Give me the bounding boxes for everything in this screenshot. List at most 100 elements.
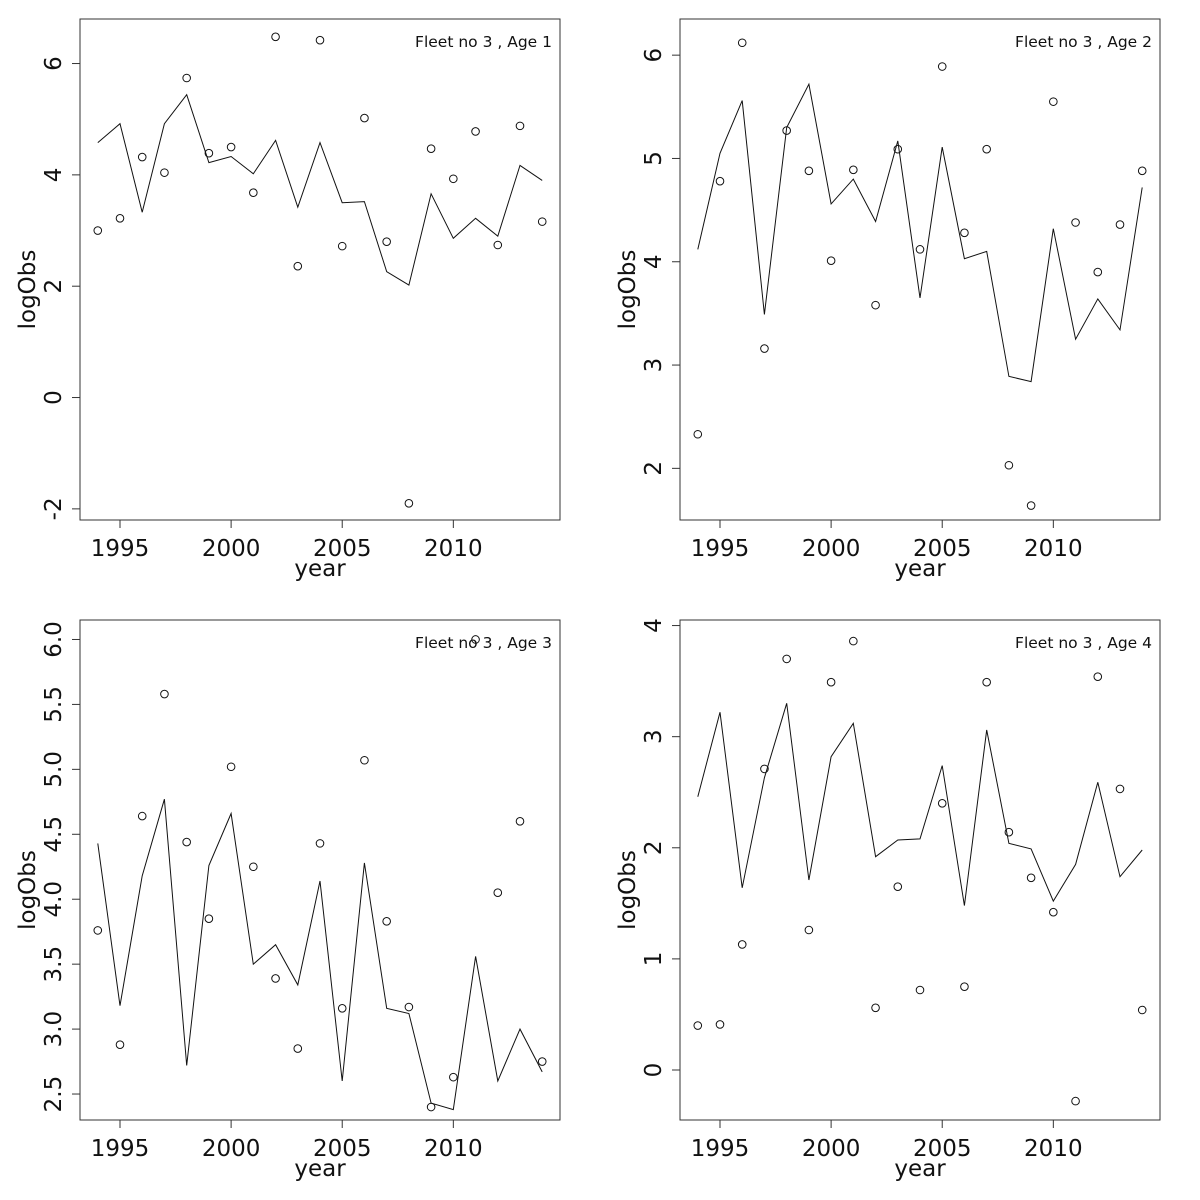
observed-point [115, 1040, 125, 1049]
observed-point [804, 166, 814, 176]
observed-point [271, 32, 280, 42]
observed-point [826, 677, 836, 687]
y-tick-label: 6 [41, 56, 67, 71]
observed-point [360, 755, 369, 765]
y-axis-label: logObs [615, 250, 641, 330]
observed-point [160, 689, 169, 699]
plot-frame [79, 18, 561, 521]
observed-point [204, 914, 214, 924]
observed-point [893, 144, 903, 154]
x-tick-label: 2005 [913, 1136, 972, 1162]
observed-points [93, 32, 547, 508]
observed-point [1137, 1005, 1147, 1015]
observed-points [693, 38, 1147, 510]
panel-1: 1995 2000 2005 2010 year -2 0 2 4 6 logObs Fleet no… [15, 18, 561, 582]
y-tick-label: 0 [41, 390, 67, 405]
y-axis-label: logObs [15, 250, 41, 330]
x-tick-label: 2005 [313, 1136, 372, 1162]
observed-point [849, 165, 858, 175]
observed-point [404, 499, 414, 508]
observed-point [737, 38, 747, 48]
observed-point [515, 816, 525, 826]
observed-point [426, 1102, 436, 1112]
y-tick-label: 3.5 [41, 946, 67, 983]
observed-point [382, 916, 391, 926]
observed-point [249, 188, 258, 197]
plot-frame [679, 18, 1161, 521]
x-tick-label: 1995 [91, 1136, 150, 1162]
observed-point [182, 837, 191, 847]
observed-point [404, 1002, 414, 1012]
panel-2: 1995 2000 2005 2010 year 2 3 4 5 6 logObs Fleet no … [615, 18, 1161, 582]
observed-point [960, 228, 969, 238]
panel-title: Fleet no 3 , Age 1 [415, 33, 552, 51]
observed-point [93, 926, 103, 935]
x-tick-label: 2010 [424, 1136, 483, 1162]
y-tick-label: -2 [41, 497, 67, 520]
y-tick-label: 2 [41, 279, 67, 294]
observed-point [1137, 166, 1147, 176]
observed-point [1049, 907, 1058, 917]
observed-point [537, 1057, 547, 1066]
x-axis: 1995 2000 2005 2010 year [691, 519, 1083, 582]
observed-point [493, 240, 503, 250]
x-axis-label: year [294, 556, 346, 582]
y-tick-label: 0 [641, 1063, 667, 1078]
observed-point [204, 148, 214, 158]
observed-point [871, 300, 880, 310]
x-tick-label: 2000 [202, 536, 261, 562]
y-tick-label: 3.0 [41, 1011, 67, 1048]
y-tick-label: 5.5 [41, 686, 67, 723]
observed-point [1071, 218, 1080, 227]
observed-point [871, 1003, 880, 1013]
x-tick-label: 2010 [1024, 1136, 1083, 1162]
observed-point [360, 113, 369, 123]
observed-point [937, 62, 947, 71]
observed-point [426, 144, 436, 154]
observed-point [1004, 460, 1014, 470]
observed-point [1049, 97, 1058, 106]
x-axis-label: year [894, 556, 946, 582]
observed-point [982, 144, 991, 154]
y-tick-label: 4 [41, 168, 67, 183]
observed-point [1093, 672, 1103, 681]
observed-point [515, 121, 525, 131]
observed-point [1004, 827, 1014, 837]
observed-point [337, 241, 347, 251]
x-tick-label: 2000 [802, 1136, 861, 1162]
observed-point [760, 344, 769, 353]
observed-point [715, 1020, 725, 1029]
x-tick-label: 1995 [91, 536, 150, 562]
y-tick-label: 2 [641, 840, 667, 855]
panel-title: Fleet no 3 , Age 4 [1015, 634, 1152, 652]
observed-point [1115, 784, 1125, 794]
y-tick-label: 5 [641, 151, 667, 166]
y-tick-label: 6 [641, 48, 667, 63]
plot-frame [79, 619, 561, 1121]
y-tick-label: 2.5 [41, 1076, 67, 1113]
observed-point [937, 799, 947, 808]
x-tick-label: 1995 [691, 536, 750, 562]
x-tick-label: 2000 [802, 536, 861, 562]
predicted-line [97, 799, 543, 1111]
y-tick-label: 4.5 [41, 816, 67, 853]
observed-point [1026, 873, 1036, 883]
y-tick-label: 4 [641, 618, 667, 633]
x-tick-label: 2005 [313, 536, 372, 562]
observed-point [960, 982, 969, 991]
observed-point [449, 1072, 458, 1082]
observed-points [693, 636, 1147, 1106]
observed-point [315, 839, 325, 848]
plot-frame [679, 619, 1161, 1121]
x-tick-label: 2005 [913, 536, 972, 562]
observed-point [293, 1044, 303, 1053]
predicted-line [697, 703, 1143, 906]
observed-point [915, 985, 925, 995]
y-axis-label: logObs [15, 850, 41, 930]
observed-point [782, 126, 791, 135]
observed-point [137, 811, 147, 821]
y-axis-label: logObs [615, 850, 641, 930]
y-axis: 2 3 4 5 6 logObs [615, 48, 681, 476]
panel-4: 1995 2000 2005 2010 year 0 1 2 3 4 logObs Fleet no … [615, 618, 1161, 1182]
